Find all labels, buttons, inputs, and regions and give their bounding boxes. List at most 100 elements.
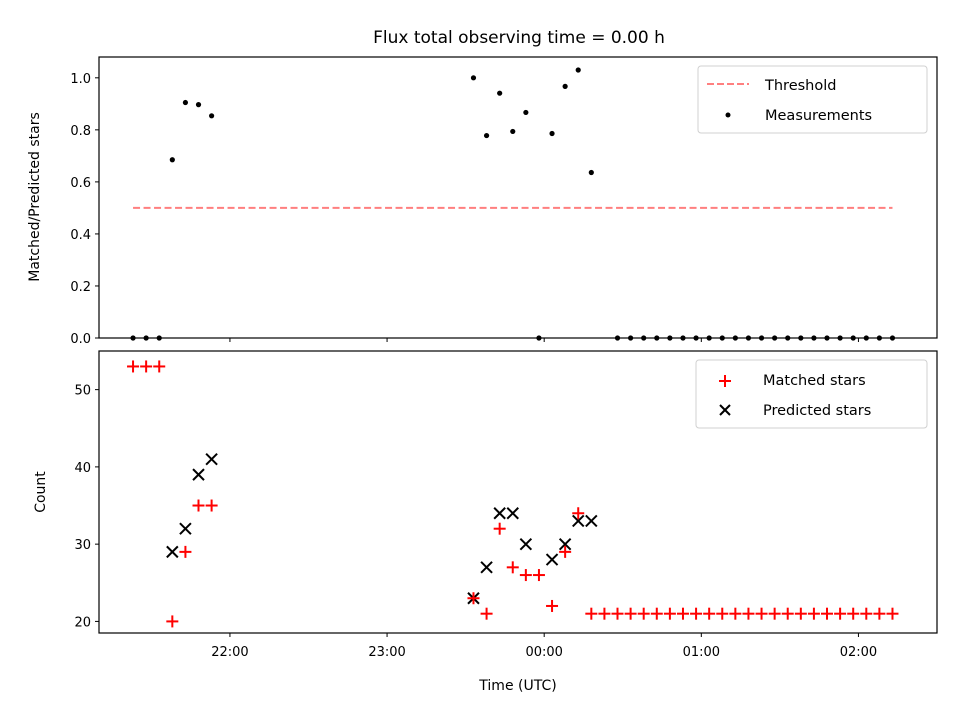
- top-y-axis: 0.0 0.2 0.4 0.6 0.8 1.0: [70, 72, 99, 347]
- matched-star-marker: [650, 607, 663, 620]
- measurement-point: [641, 335, 647, 341]
- top-y-tick-label: 0.0: [70, 332, 91, 347]
- matched-star-marker: [480, 607, 493, 620]
- bottom-y-tick-label: 30: [74, 538, 91, 553]
- top-y-tick-label: 0.8: [70, 124, 91, 139]
- bottom-plot-frame: [98, 350, 938, 634]
- predicted-star-marker: [506, 507, 519, 520]
- matched-star-marker: [716, 607, 729, 620]
- measurement-point: [130, 335, 136, 341]
- measurement-point: [889, 335, 896, 341]
- top-y-tick-label: 1.0: [70, 72, 91, 87]
- matched-star-marker: [637, 607, 650, 620]
- matched-star-marker: [873, 607, 886, 620]
- bottom-legend-box: [695, 359, 928, 429]
- matched-star-marker: [860, 607, 873, 620]
- matched-star-marker: [572, 507, 585, 520]
- predicted-star-marker: [493, 507, 506, 520]
- matched-star-marker: [742, 607, 755, 620]
- measurement-point: [470, 75, 477, 81]
- matched-star-marker: [598, 607, 611, 620]
- bottom-y-tick-label: 20: [74, 615, 91, 630]
- top-legend-box: [697, 65, 928, 134]
- predicted-star-marker: [179, 522, 192, 535]
- predicted-stars-legend-marker: [719, 404, 731, 416]
- threshold-legend-label: Threshold: [764, 78, 836, 94]
- matched-star-marker: [821, 607, 834, 620]
- matched-star-marker: [179, 545, 192, 558]
- bottom-panel: 20 30 40 50 22:00 23:00 00:00 01:00 02:00 Count…: [33, 350, 938, 694]
- measurements-legend-label: Measurements: [765, 108, 872, 124]
- predicted-star-marker: [192, 468, 205, 481]
- measurement-point: [772, 335, 778, 341]
- measurement-point: [549, 130, 555, 137]
- predicted-star-marker: [519, 537, 533, 551]
- predicted-star-marker: [558, 537, 572, 551]
- measurement-point: [824, 335, 830, 341]
- predicted-star-marker: [585, 514, 598, 528]
- matched-star-marker: [611, 607, 624, 620]
- matched-star-marker: [532, 569, 545, 582]
- measurement-point: [195, 102, 202, 108]
- measurement-point: [837, 335, 843, 341]
- x-tick-label: 23:00: [368, 645, 405, 660]
- matched-star-marker: [781, 607, 794, 620]
- measurement-point: [156, 335, 162, 341]
- measurement-point: [785, 335, 791, 341]
- measurements-series: [130, 67, 896, 341]
- matched-star-marker: [807, 607, 820, 620]
- matched-star-marker: [493, 522, 506, 535]
- matched-star-marker: [467, 592, 480, 605]
- predicted-star-marker: [480, 561, 493, 574]
- measurement-point: [745, 335, 752, 341]
- measurement-point: [523, 109, 529, 116]
- predicted-stars-series: [166, 452, 598, 605]
- matched-star-marker: [559, 545, 572, 558]
- x-tick-label: 02:00: [840, 645, 877, 660]
- measurement-point: [169, 157, 175, 163]
- measurement-point: [628, 335, 634, 341]
- measurement-point: [798, 335, 804, 341]
- x-tick-label: 00:00: [525, 645, 562, 660]
- top-y-tick-label: 0.4: [70, 228, 91, 243]
- matched-star-marker: [205, 499, 218, 512]
- bottom-y-tick-label: 50: [74, 384, 91, 399]
- measurement-point: [614, 335, 621, 341]
- measurement-point: [143, 335, 149, 341]
- measurement-point: [876, 335, 882, 341]
- measurement-point: [719, 335, 725, 341]
- matched-star-marker: [127, 360, 140, 373]
- matched-star-marker: [153, 360, 166, 373]
- matched-star-marker: [690, 607, 703, 620]
- measurement-point: [667, 335, 673, 341]
- measurement-point: [811, 335, 817, 341]
- matched-star-marker: [663, 607, 676, 620]
- bottom-y-axis: 20 30 40 50: [74, 384, 99, 630]
- top-y-tick-label: 0.2: [70, 280, 91, 295]
- matched-star-marker: [729, 607, 742, 620]
- predicted-star-marker: [545, 553, 559, 566]
- top-y-tick-label: 0.6: [70, 176, 91, 191]
- predicted-star-marker: [205, 452, 218, 466]
- matched-star-marker: [886, 607, 899, 620]
- matched-star-marker: [847, 607, 860, 620]
- top-y-axis-label: Matched/Predicted stars: [27, 112, 43, 282]
- measurement-point: [732, 335, 738, 341]
- measurement-point: [588, 169, 594, 176]
- measurement-point: [758, 335, 765, 341]
- measurement-point: [510, 128, 516, 135]
- matched-star-marker: [192, 499, 205, 512]
- x-axis-label: Time (UTC): [478, 678, 556, 694]
- bottom-y-axis-label: Count: [33, 471, 49, 513]
- measurement-point: [693, 335, 699, 341]
- matched-stars-legend-marker: [719, 375, 731, 387]
- measurement-point: [209, 113, 215, 119]
- top-plot-frame: [98, 56, 938, 339]
- matched-star-marker: [546, 599, 559, 612]
- matched-stars-series: [127, 360, 899, 628]
- measurement-point: [863, 335, 869, 341]
- top-legend: Threshold Measurements: [697, 65, 928, 134]
- measurements-legend-marker: [725, 112, 731, 118]
- matched-stars-legend-label: Matched stars: [763, 373, 866, 389]
